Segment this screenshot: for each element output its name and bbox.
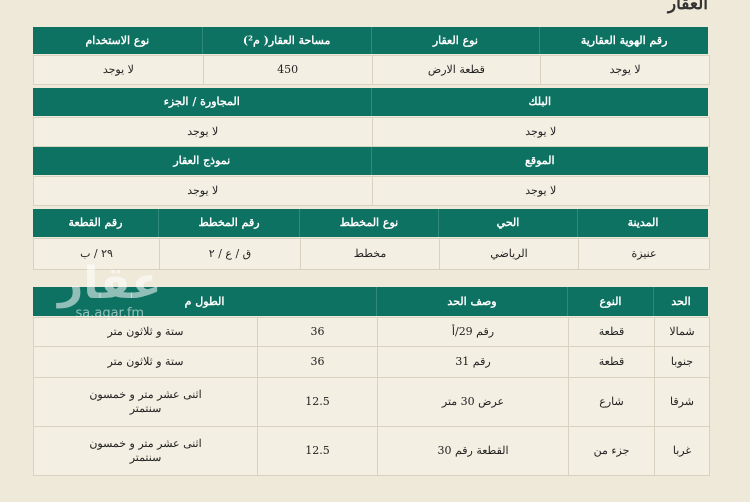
header-neighborhood: المجاورة / الجزء [163, 95, 240, 108]
value-block: لا يوجد [371, 118, 710, 146]
value-city: عنيزة [578, 239, 709, 269]
plan-header-row: المدينة الحي نوع المخطط رقم المخطط رقم ا… [33, 209, 708, 237]
header-id: رقم الهوية العقارية [539, 27, 708, 54]
table-row: شمالا قطعة رقم 29/أ 36 ستة و ثلاثون متر [34, 318, 709, 346]
header-plan-number: رقم المخطط [158, 209, 299, 237]
value-usage: لا يوجد [102, 63, 134, 76]
value-plot-number: ٢٩ / ب [80, 247, 113, 260]
boundary-description: عرض 30 متر [377, 378, 568, 426]
header-area: مساحة العقار( م²) [201, 27, 371, 54]
header-location: الموقع [370, 147, 709, 175]
header-length: الطول م [184, 294, 225, 308]
boundaries-table: شمالا قطعة رقم 29/أ 36 ستة و ثلاثون متر … [33, 317, 710, 476]
table-row: غربا جزء من القطعة رقم 30 12.5 اثنى عشر … [34, 426, 709, 475]
value-plan-type: مخطط [300, 239, 439, 269]
value-neighborhood: لا يوجد [187, 125, 219, 138]
value-location: لا يوجد [371, 177, 710, 205]
value-model: لا يوجد [187, 184, 219, 197]
boundary-length: 36 [257, 318, 377, 346]
boundary-length-words: اثنى عشر متر و خمسون سنتمتر [89, 388, 202, 415]
header-type: نوع العقار [370, 27, 540, 54]
header-city: المدينة [577, 209, 708, 237]
block-header-row: البلك المجاورة / الجزء [33, 88, 708, 116]
boundary-length: 12.5 [257, 427, 377, 475]
boundary-direction: شمالا [654, 318, 709, 346]
value-id: لا يوجد [540, 56, 709, 84]
boundary-direction: شرقا [654, 378, 709, 426]
header-block: البلك [370, 88, 709, 116]
header-plot-number: رقم القطعة [68, 216, 123, 229]
header-usage: نوع الاستخدام [85, 33, 150, 47]
boundary-length: 36 [257, 347, 377, 377]
value-plan-number: ق / ع / ٢ [159, 239, 300, 269]
section-title: العقار [667, 0, 708, 14]
boundary-description: رقم 29/أ [377, 318, 568, 346]
block-value-row: لا يوجد لا يوجد [33, 117, 710, 147]
boundary-kind: قطعة [568, 318, 654, 346]
location-value-row: لا يوجد لا يوجد [33, 176, 710, 206]
header-plan-type: نوع المخطط [299, 209, 438, 237]
boundary-length-words: اثنى عشر متر و خمسون سنتمتر [89, 437, 202, 464]
header-description: وصف الحد [376, 287, 567, 316]
header-district: الحي [438, 209, 577, 237]
boundary-description: القطعة رقم 30 [377, 427, 568, 475]
property-header-row: رقم الهوية العقارية نوع العقار مساحة الع… [33, 27, 708, 54]
property-value-row: لا يوجد قطعة الارض 450 لا يوجد [33, 55, 710, 85]
plan-value-row: عنيزة الرياضي مخطط ق / ع / ٢ ٢٩ / ب [33, 238, 710, 270]
table-row: شرقا شارع عرض 30 متر 12.5 اثنى عشر متر و… [34, 377, 709, 426]
header-kind: النوع [567, 287, 653, 316]
boundaries-header-row: الحد النوع وصف الحد الطول م [33, 287, 708, 316]
value-area: 450 [202, 56, 372, 84]
boundary-length: 12.5 [257, 378, 377, 426]
value-district: الرياضي [439, 239, 578, 269]
boundary-kind: قطعة [568, 347, 654, 377]
boundary-length-words: ستة و ثلاثون متر [107, 325, 184, 338]
boundary-length-words: ستة و ثلاثون متر [107, 355, 184, 368]
header-model: نموذج العقار [173, 154, 231, 167]
boundary-kind: شارع [568, 378, 654, 426]
boundary-kind: جزء من [568, 427, 654, 475]
boundary-description: رقم 31 [377, 347, 568, 377]
header-boundary: الحد [653, 287, 708, 316]
boundary-direction: جنوبا [654, 347, 709, 377]
boundary-direction: غربا [654, 427, 709, 475]
table-row: جنوبا قطعة رقم 31 36 ستة و ثلاثون متر [34, 346, 709, 377]
location-header-row: الموقع نموذج العقار [33, 147, 708, 175]
value-type: قطعة الارض [371, 56, 541, 84]
